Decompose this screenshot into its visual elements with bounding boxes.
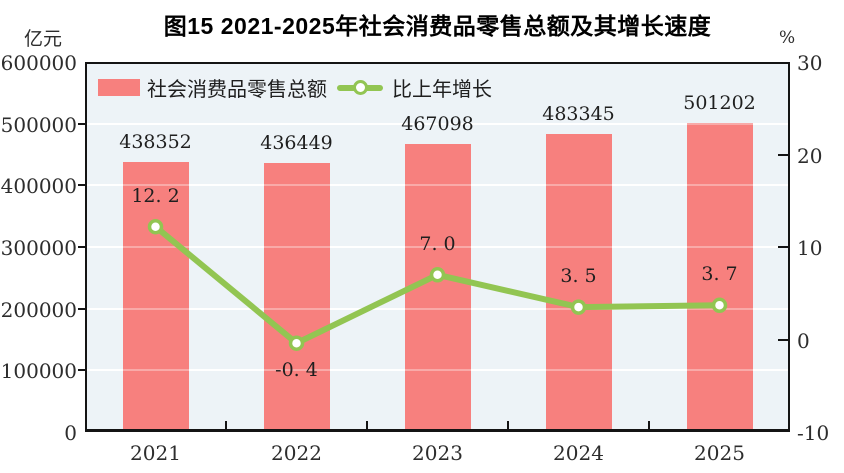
gridline-500000 <box>87 122 788 125</box>
right-axis-unit-label: % <box>779 28 796 48</box>
x-axis-tick-2 <box>366 421 368 429</box>
right-tick-label-0: 0 <box>797 328 810 353</box>
x-axis-label-2022: 2022 <box>271 441 322 465</box>
x-axis-label-2024: 2024 <box>553 441 604 465</box>
growth-label-2021: 12. 2 <box>131 184 180 207</box>
left-tick-mark-100000 <box>78 369 87 372</box>
legend-line-dot-icon <box>353 79 368 95</box>
legend-bar-label: 社会消费品零售总额 <box>147 76 327 101</box>
gridline-overlay-200000 <box>87 307 788 310</box>
growth-label-2024: 3. 5 <box>560 265 597 288</box>
x-axis-label-2021: 2021 <box>130 441 181 465</box>
left-tick-label-400000: 400000 <box>0 174 77 199</box>
legend-line-label: 比上年增长 <box>392 76 492 101</box>
left-tick-mark-300000 <box>78 246 87 248</box>
bar-value-label-2021: 438352 <box>119 130 192 153</box>
right-tick-mark-0 <box>778 338 788 341</box>
x-axis-tick-1 <box>225 421 227 429</box>
legend-line-marker-icon <box>337 79 383 95</box>
left-tick-label-100000: 100000 <box>0 359 77 384</box>
left-tick-label-0: 0 <box>64 421 77 445</box>
gridline-overlay-400000 <box>87 184 788 187</box>
left-axis-unit-label: 亿元 <box>24 28 63 50</box>
left-tick-label-200000: 200000 <box>0 297 77 322</box>
left-tick-mark-400000 <box>78 184 87 187</box>
growth-label-2023: 7. 0 <box>419 232 456 255</box>
right-tick-label--10: -10 <box>797 421 830 445</box>
right-tick-label-20: 20 <box>797 143 823 168</box>
left-tick-label-500000: 500000 <box>0 112 77 137</box>
x-axis-tick-4 <box>648 421 650 429</box>
growth-label-2025: 3. 7 <box>701 263 738 286</box>
bar-value-label-2025: 501202 <box>683 91 756 114</box>
legend: 社会消费品零售总额 比上年增长 <box>98 76 492 101</box>
legend-bar-swatch-icon <box>98 78 140 96</box>
bar-2022 <box>263 162 330 429</box>
gridline-overlay-500000 <box>87 122 788 125</box>
right-tick-label-10: 10 <box>797 236 823 260</box>
right-tick-mark-10 <box>778 246 788 248</box>
x-axis-label-2023: 2023 <box>412 441 463 465</box>
right-tick-label-30: 30 <box>797 51 823 75</box>
left-tick-label-600000: 600000 <box>0 51 77 75</box>
left-tick-label-300000: 300000 <box>0 236 77 260</box>
growth-label-2022: -0. 4 <box>275 359 318 382</box>
bar-value-label-2024: 483345 <box>542 102 615 125</box>
gridline-overlay-100000 <box>87 369 788 372</box>
bar-2023 <box>404 144 471 429</box>
left-tick-mark-200000 <box>78 307 87 310</box>
right-tick-mark-20 <box>778 153 788 156</box>
x-axis-tick-3 <box>507 421 509 429</box>
bar-value-label-2023: 467098 <box>401 113 474 135</box>
left-tick-mark-500000 <box>78 122 87 125</box>
x-axis-label-2025: 2025 <box>694 441 745 465</box>
chart-title: 图15 2021-2025年社会消费品零售总额及其增长速度 <box>163 13 712 39</box>
bar-value-label-2022: 436449 <box>260 131 333 154</box>
